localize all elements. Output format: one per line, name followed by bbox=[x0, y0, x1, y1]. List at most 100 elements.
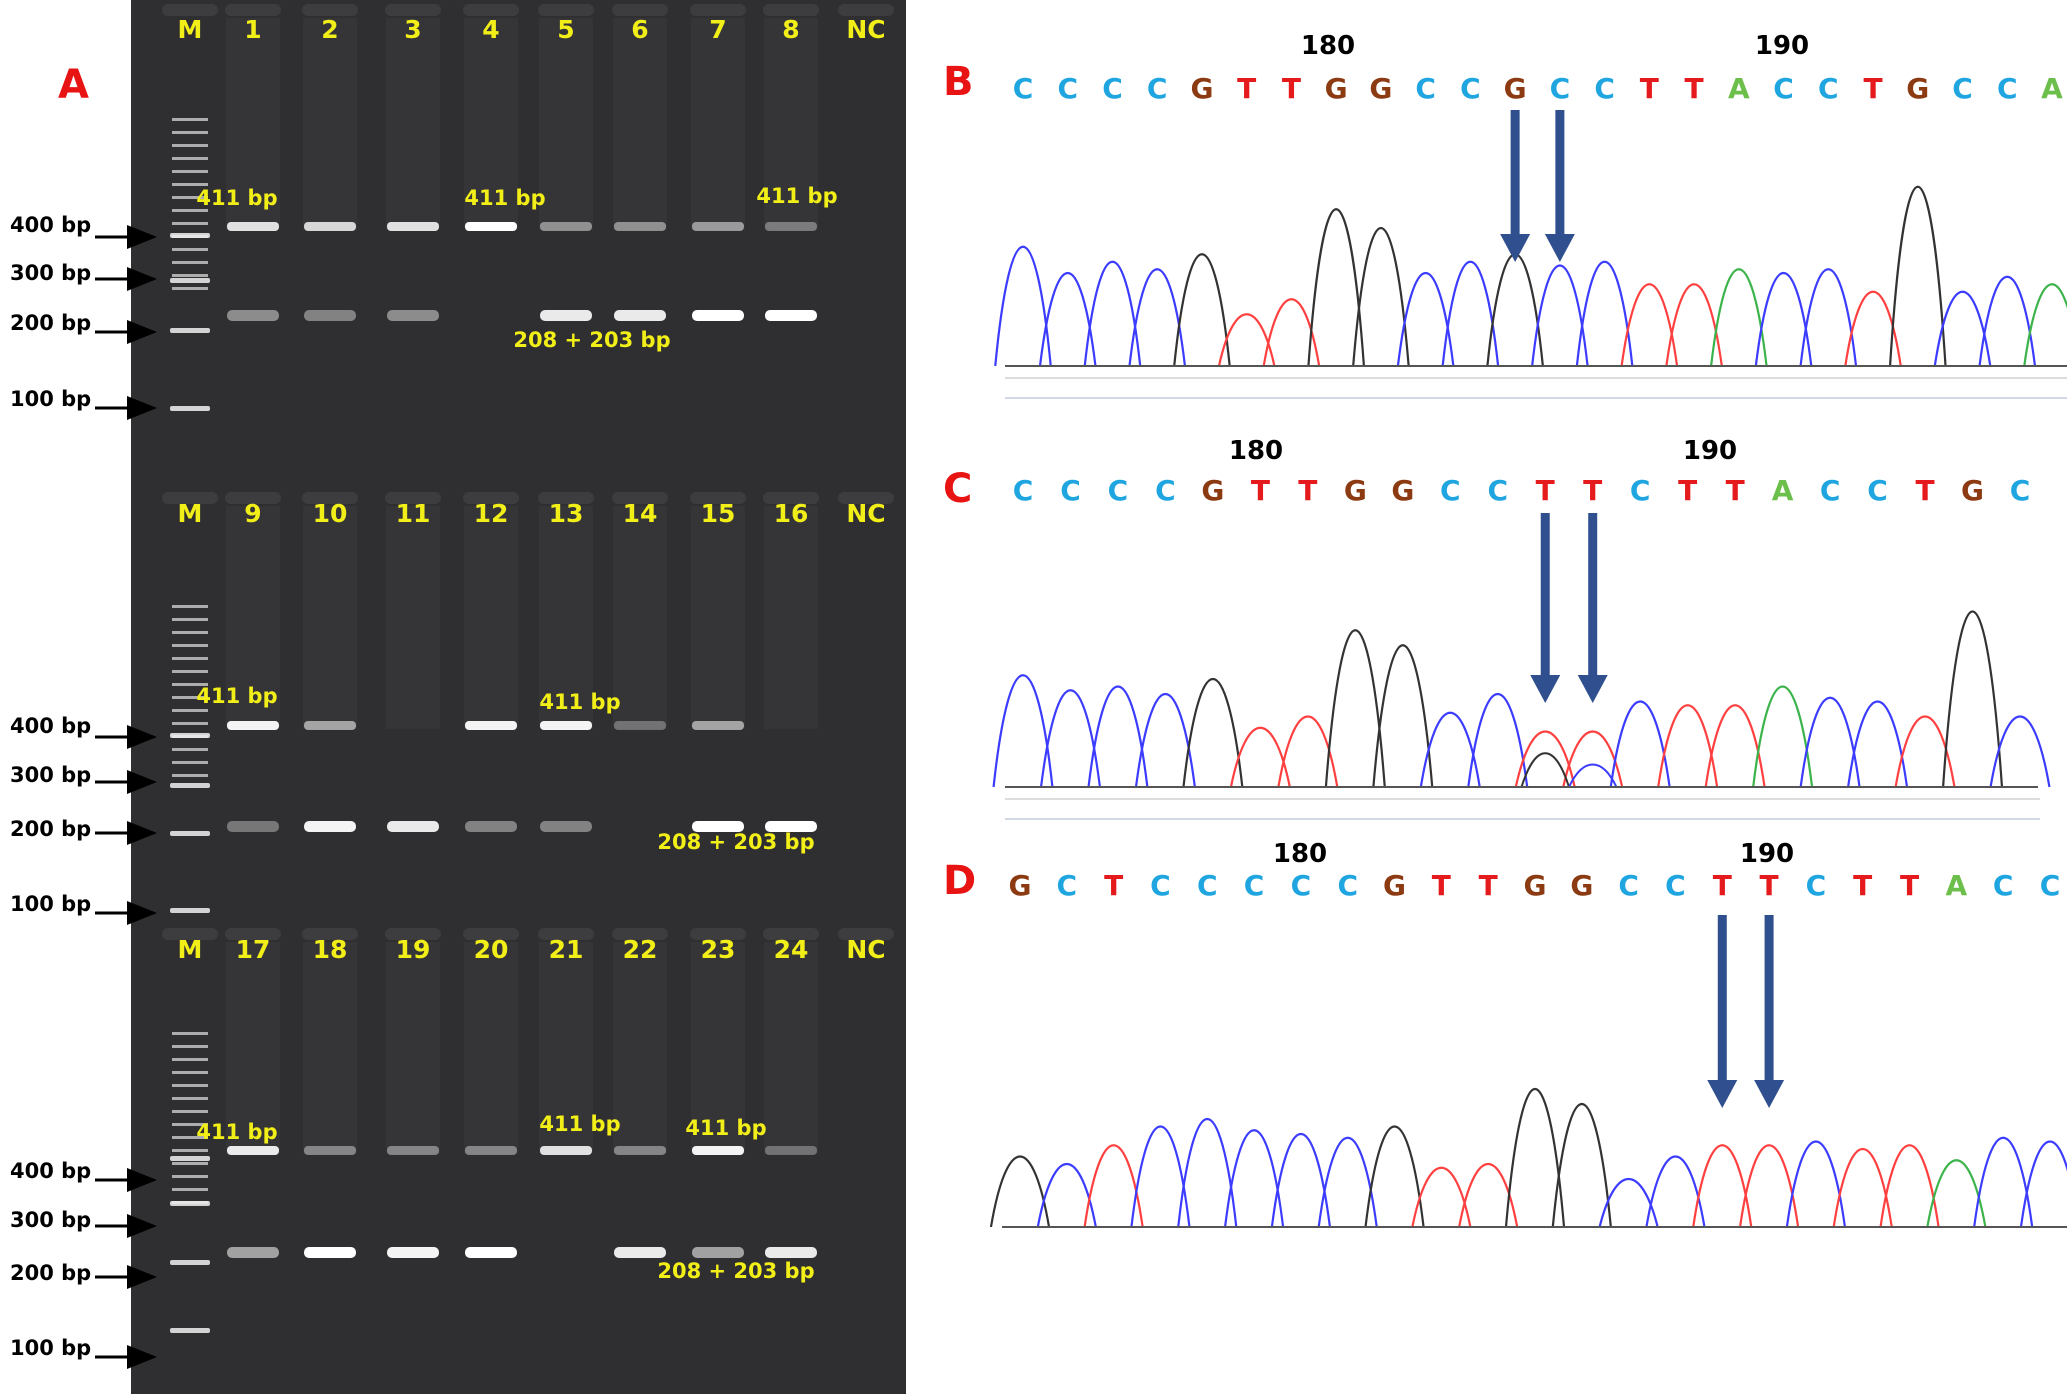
marker-size-label: 300 bp bbox=[10, 1208, 91, 1232]
base-call: T bbox=[1678, 474, 1697, 507]
gel-well bbox=[385, 4, 441, 16]
base-call: C bbox=[1952, 72, 1973, 105]
ladder-band bbox=[172, 248, 208, 251]
lane-smear bbox=[691, 942, 745, 1154]
base-call: G bbox=[1391, 474, 1414, 507]
base-call: C bbox=[1618, 869, 1639, 902]
gel-band-208-203 bbox=[465, 821, 517, 832]
band-size-annotation: 411 bp bbox=[756, 184, 837, 208]
base-call: T bbox=[1479, 869, 1498, 902]
base-call: C bbox=[1197, 869, 1218, 902]
base-call: T bbox=[1251, 474, 1270, 507]
gel-well bbox=[538, 928, 594, 940]
gel-band-411 bbox=[227, 222, 279, 231]
lane-label: 17 bbox=[236, 935, 271, 964]
ladder-band bbox=[172, 774, 208, 777]
ladder-band bbox=[172, 657, 208, 660]
base-call: C bbox=[1487, 474, 1508, 507]
gel-band-208-203 bbox=[614, 310, 666, 321]
base-call: T bbox=[1282, 72, 1301, 105]
ladder-band bbox=[172, 670, 208, 673]
base-call: T bbox=[1583, 474, 1602, 507]
band-size-annotation: 411 bp bbox=[539, 690, 620, 714]
ladder-band bbox=[172, 157, 208, 160]
lane-label: M bbox=[178, 499, 203, 528]
base-call: T bbox=[1726, 474, 1745, 507]
base-call: T bbox=[1685, 72, 1704, 105]
gel-band-411 bbox=[614, 222, 666, 231]
gel-band-208-203 bbox=[387, 1247, 439, 1258]
base-call: C bbox=[1867, 474, 1888, 507]
trace-peak bbox=[1551, 1103, 1612, 1228]
lane-label: 13 bbox=[549, 499, 584, 528]
trace-peak bbox=[1458, 1163, 1519, 1228]
trace-peak bbox=[1785, 1140, 1847, 1228]
base-call: G bbox=[1504, 72, 1527, 105]
lane-label: 20 bbox=[474, 935, 509, 964]
trace-peak bbox=[1372, 644, 1434, 788]
gel-well bbox=[690, 492, 746, 504]
base-call: C bbox=[1102, 72, 1123, 105]
lane-label: 4 bbox=[482, 15, 499, 44]
ladder-band bbox=[172, 209, 208, 212]
base-call: C bbox=[1244, 869, 1265, 902]
base-call: C bbox=[1057, 869, 1078, 902]
gel-well bbox=[690, 4, 746, 16]
gel-band-208-203 bbox=[387, 310, 439, 321]
marker-size-label: 200 bp bbox=[10, 817, 91, 841]
trace-peak bbox=[1352, 226, 1410, 367]
gel-well bbox=[463, 928, 519, 940]
lane-smear bbox=[226, 506, 280, 729]
lane-label: M bbox=[178, 15, 203, 44]
ladder-band bbox=[172, 274, 208, 277]
gel-band-411 bbox=[540, 1146, 592, 1155]
lane-smear bbox=[764, 506, 818, 729]
lane-smear bbox=[764, 942, 818, 1154]
gel-band-411 bbox=[387, 1146, 439, 1155]
ladder-band bbox=[172, 644, 208, 647]
gel-band-411 bbox=[614, 1146, 666, 1155]
mutation-arrow-head bbox=[1754, 1080, 1785, 1108]
lane-smear bbox=[539, 18, 593, 230]
base-call: G bbox=[1524, 869, 1547, 902]
position-label-180: 180 bbox=[1301, 31, 1355, 61]
base-call: G bbox=[1201, 474, 1224, 507]
trace-peak bbox=[1847, 700, 1909, 788]
ladder-marker-band bbox=[170, 1260, 210, 1265]
base-call: C bbox=[1060, 474, 1081, 507]
lane-label: 11 bbox=[396, 499, 431, 528]
gel-well bbox=[763, 492, 819, 504]
gel-band-411 bbox=[304, 1146, 356, 1155]
gel-band-208-203 bbox=[692, 821, 744, 832]
lane-label: NC bbox=[846, 499, 885, 528]
base-call: T bbox=[1104, 869, 1123, 902]
ladder-band bbox=[172, 261, 208, 264]
lane-label: 19 bbox=[396, 935, 431, 964]
base-call: C bbox=[1057, 72, 1078, 105]
gel-well bbox=[225, 492, 281, 504]
lane-label: 15 bbox=[701, 499, 736, 528]
trace-peak bbox=[1989, 715, 2051, 788]
lane-smear bbox=[539, 942, 593, 1154]
base-call: C bbox=[2010, 474, 2031, 507]
marker-size-label: 100 bp bbox=[10, 387, 91, 411]
base-call: G bbox=[1009, 869, 1032, 902]
lane-label: 16 bbox=[774, 499, 809, 528]
ladder-band bbox=[172, 605, 208, 608]
gel-band-208-203 bbox=[765, 1247, 817, 1258]
mutation-arrow-head bbox=[1500, 234, 1531, 262]
gel-marker-labels: 400 bp 300 bp 200 bp 100 bp 400 bp 300 bp 200 … bbox=[10, 213, 157, 1369]
gel-well bbox=[838, 492, 894, 504]
base-call: G bbox=[1369, 72, 1392, 105]
position-label-180: 180 bbox=[1273, 839, 1327, 869]
ladder-marker-band bbox=[170, 1201, 210, 1206]
ladder-marker-band bbox=[170, 1156, 210, 1161]
trace-peak bbox=[2019, 1140, 2067, 1228]
gel-band-208-203 bbox=[227, 310, 279, 321]
marker-size-label: 300 bp bbox=[10, 261, 91, 285]
lane-label: 8 bbox=[782, 15, 799, 44]
gel-well bbox=[538, 492, 594, 504]
gel-band-208-203 bbox=[540, 821, 592, 832]
